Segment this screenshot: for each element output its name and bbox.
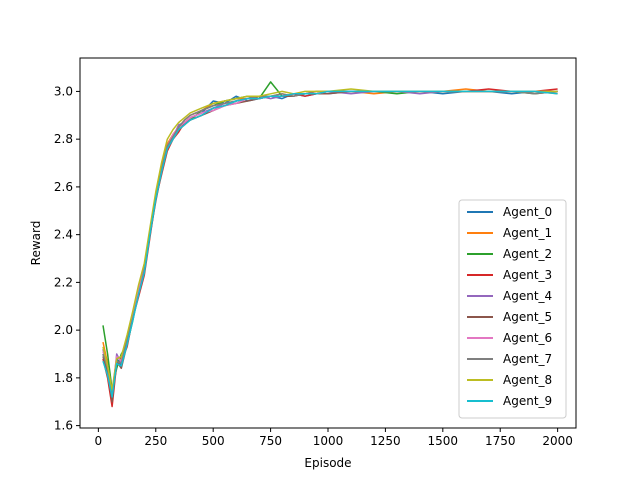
x-tick-label: 500 [202,434,225,448]
y-tick-label: 2.0 [54,323,73,337]
legend-label-5: Agent_5 [503,310,552,324]
ticks-layer: 0 250 500 750 1000 1250 1500 1750 2000 1.6 1.8 2.0 2… [54,84,573,448]
y-tick-label: 1.8 [54,371,73,385]
x-tick-label: 1250 [370,434,401,448]
plot-frame [79,57,577,429]
y-tick-label: 2.4 [54,228,73,242]
legend-label-9: Agent_9 [503,394,552,408]
legend-label-0: Agent_0 [503,205,552,219]
x-tick-label: 750 [259,434,282,448]
x-tick-label: 0 [95,434,103,448]
x-tick-label: 1500 [428,434,459,448]
legend-label-4: Agent_4 [503,289,552,303]
legend-label-7: Agent_7 [503,352,552,366]
y-tick-label: 3.0 [54,84,73,98]
legend: Agent_0 Agent_1 Agent_2 Agent_3 Agent_4 Agent… [458,199,567,419]
y-axis-label: Reward [29,221,43,266]
legend-label-2: Agent_2 [503,247,552,261]
y-tick-label: 1.6 [54,419,73,433]
x-tick-label: 250 [144,434,167,448]
series-layer [102,81,558,408]
legend-label-3: Agent_3 [503,268,552,282]
y-tick-label: 2.8 [54,132,73,146]
legend-label-1: Agent_1 [503,226,552,240]
y-tick-label: 2.2 [54,275,73,289]
x-tick-label: 1000 [313,434,344,448]
series-line-9 [102,90,558,398]
y-tick-label: 2.6 [54,180,73,194]
x-tick-label: 2000 [542,434,573,448]
x-tick-label: 1750 [485,434,516,448]
legend-label-6: Agent_6 [503,331,552,345]
x-axis-label: Episode [304,456,351,470]
legend-label-8: Agent_8 [503,373,552,387]
